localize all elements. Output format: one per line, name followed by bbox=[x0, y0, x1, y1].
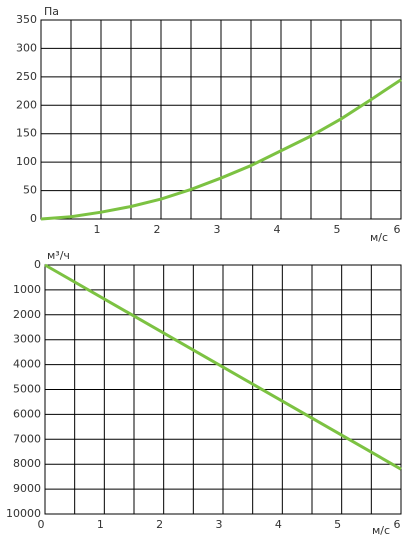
y-tick-label: 7000 bbox=[13, 432, 41, 445]
y-axis-label: Па bbox=[44, 5, 59, 18]
x-tick-label: 5 bbox=[334, 223, 341, 236]
y-tick-label: 6000 bbox=[13, 407, 41, 420]
y-tick-label: 250 bbox=[16, 70, 37, 83]
x-tick-label: 5 bbox=[334, 518, 341, 531]
y-tick-label: 5000 bbox=[13, 383, 41, 396]
y-axis-label: м³/ч bbox=[47, 249, 70, 262]
x-tick-label: 1 bbox=[94, 223, 101, 236]
y-tick-label: 100 bbox=[16, 155, 37, 168]
x-tick-label: 4 bbox=[274, 223, 281, 236]
y-tick-label: 150 bbox=[16, 127, 37, 140]
data-line bbox=[44, 263, 402, 471]
data-line bbox=[40, 78, 402, 221]
y-tick-label: 0 bbox=[34, 258, 41, 271]
y-tick-label: 50 bbox=[23, 184, 37, 197]
y-tick-label: 1000 bbox=[13, 283, 41, 296]
x-tick-label: 6 bbox=[394, 223, 401, 236]
y-tick-label: 3000 bbox=[13, 333, 41, 346]
y-tick-label: 8000 bbox=[13, 457, 41, 470]
x-tick-label: 1 bbox=[97, 518, 104, 531]
x-tick-label: 2 bbox=[154, 223, 161, 236]
x-axis-label: м/с bbox=[370, 231, 388, 244]
x-tick-label: 6 bbox=[394, 518, 401, 531]
y-tick-label: 350 bbox=[16, 13, 37, 26]
x-axis-label: м/с bbox=[372, 524, 390, 537]
y-tick-label: 0 bbox=[30, 212, 37, 225]
y-tick-label: 200 bbox=[16, 98, 37, 111]
x-tick-label: 3 bbox=[214, 223, 221, 236]
y-tick-label: 9000 bbox=[13, 482, 41, 495]
x-tick-label: 4 bbox=[275, 518, 282, 531]
y-tick-label: 4000 bbox=[13, 358, 41, 371]
x-tick-label: 0 bbox=[38, 518, 45, 531]
x-tick-label: 3 bbox=[216, 518, 223, 531]
y-tick-label: 10000 bbox=[6, 507, 41, 520]
y-tick-label: 300 bbox=[16, 41, 37, 54]
x-tick-label: 2 bbox=[156, 518, 163, 531]
y-tick-label: 2000 bbox=[13, 308, 41, 321]
